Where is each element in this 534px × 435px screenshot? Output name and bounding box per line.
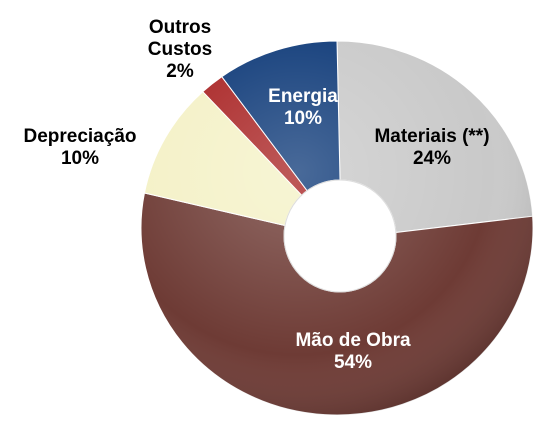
value-label: 2%: [166, 61, 194, 82]
slice-label: Energia 10%: [243, 86, 363, 130]
slice-label: Outros Custos 2%: [135, 17, 225, 83]
slice-label: Depreciação 10%: [0, 126, 160, 170]
category-label: Mão de Obra: [295, 330, 411, 351]
value-label: 54%: [333, 352, 373, 373]
hole: [283, 179, 397, 293]
category-label: Depreciação: [23, 126, 137, 147]
value-label: 24%: [412, 148, 452, 169]
slice-label: Materiais (**) 24%: [357, 126, 507, 170]
category-label: Energia: [268, 86, 338, 107]
category-label: Materiais (**): [374, 126, 490, 147]
value-label: 10%: [283, 108, 323, 129]
slice-label: Mão de Obra 54%: [253, 330, 453, 374]
category-label: Outros Custos: [147, 17, 213, 60]
value-label: 10%: [60, 148, 100, 169]
